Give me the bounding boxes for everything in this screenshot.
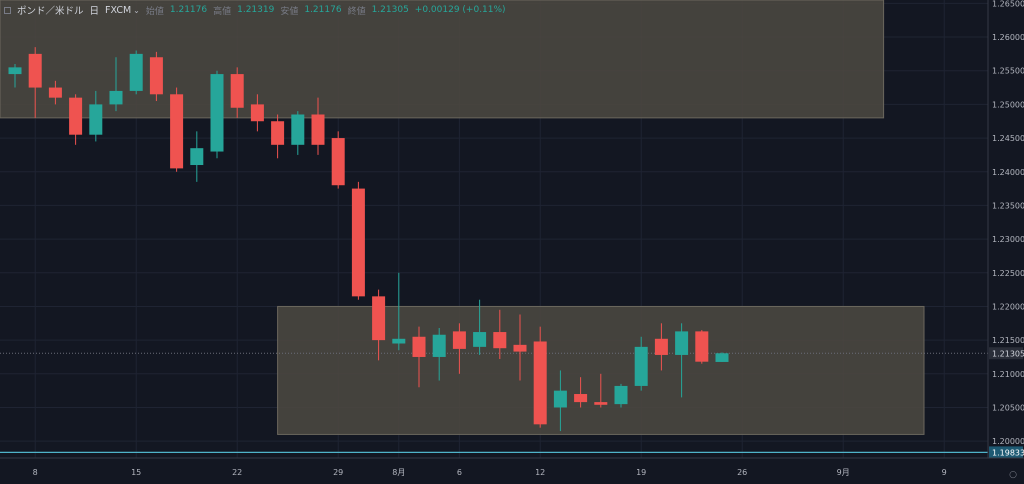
y-tick-label: 1.24000	[992, 168, 1024, 177]
candle-body	[513, 344, 527, 352]
x-tick-label: 26	[737, 468, 747, 477]
candle-body	[493, 332, 507, 349]
candle-body	[69, 97, 83, 135]
support-price-label: 1.19833	[992, 448, 1024, 457]
candle-body	[129, 53, 143, 91]
chevron-down-icon[interactable]: ⌄	[133, 5, 140, 15]
candle-body	[473, 332, 487, 347]
candle-body	[594, 402, 608, 405]
y-tick-label: 1.23500	[992, 201, 1024, 210]
y-axis[interactable]: 1.20000 1.20500 1.21000 1.21500 1.22000 1.225…	[987, 0, 1024, 484]
x-tick-label: 6	[457, 468, 462, 477]
x-tick-label: 22	[232, 468, 242, 477]
candle-body	[351, 188, 365, 297]
candle-body	[675, 331, 689, 355]
candle-body	[89, 104, 103, 135]
candle-body	[715, 353, 729, 362]
low-label: 安値	[280, 6, 299, 17]
candle-body	[412, 336, 426, 357]
candle-body	[614, 385, 628, 405]
candle-body	[109, 90, 123, 105]
price-lines	[0, 352, 988, 454]
x-axis[interactable]: 8 15 22 29 8月 6 12 19 26 9月 9	[0, 457, 1024, 477]
low-value: 1.21176	[304, 5, 342, 15]
y-axis-bg	[988, 0, 1024, 484]
zones	[0, 0, 925, 435]
source-label[interactable]: FXCM	[105, 4, 132, 16]
current-price-tag	[989, 347, 1023, 360]
y-tick-label: 1.20000	[992, 437, 1024, 446]
candle-body	[149, 57, 163, 95]
symbol-icon	[4, 6, 11, 14]
y-tick-label: 1.26000	[992, 33, 1024, 42]
candle-body	[574, 394, 588, 403]
y-tick-label: 1.21500	[992, 336, 1024, 345]
candle-body	[553, 390, 567, 408]
candle-body	[48, 87, 62, 98]
candle-body	[210, 74, 224, 152]
candle-body	[392, 338, 406, 344]
y-tick-label: 1.23000	[992, 235, 1024, 244]
chart-header: ポンド／米ドル 日 FXCM ⌄ 始値 1.21176 高値 1.21319 安…	[4, 2, 506, 18]
candle-body	[372, 296, 386, 341]
y-tick-label: 1.20500	[992, 403, 1024, 412]
candle-body	[28, 53, 42, 88]
x-tick-label: 15	[131, 468, 141, 477]
candle-body	[634, 346, 648, 386]
y-tick-label: 1.26500	[992, 0, 1024, 8]
y-tick-label: 1.22000	[992, 302, 1024, 311]
high-value: 1.21319	[237, 5, 275, 15]
zone-rect	[277, 305, 925, 435]
candle-body	[250, 104, 264, 122]
x-tick-label: 19	[636, 468, 646, 477]
candle-body	[654, 338, 668, 355]
candle-body	[695, 331, 709, 362]
symbol-name[interactable]: ポンド／米ドル	[17, 6, 84, 17]
x-tick-label: 9月	[837, 468, 850, 477]
candles	[8, 47, 729, 432]
y-tick-label: 1.24500	[992, 134, 1024, 143]
x-tick-label: 12	[535, 468, 545, 477]
y-tick-label: 1.25000	[992, 100, 1024, 109]
high-label: 高値	[213, 6, 232, 17]
y-tick-label: 1.21000	[992, 370, 1024, 379]
close-value: 1.21305	[371, 5, 409, 15]
candle-body	[452, 331, 466, 349]
candle-body	[271, 121, 285, 145]
zone-rect	[0, 0, 885, 119]
candle-body	[190, 148, 204, 166]
change-value: +0.00129 (+0.11%)	[414, 5, 506, 15]
candle-body	[291, 114, 305, 145]
y-tick-label: 1.25500	[992, 67, 1024, 76]
x-tick-label: 9	[942, 468, 947, 477]
candle-body	[331, 138, 345, 186]
x-tick-label: 8	[33, 468, 38, 477]
interval-label[interactable]: 日	[89, 6, 100, 17]
x-tick-label: 8月	[392, 468, 405, 477]
x-tick-label: 29	[333, 468, 343, 477]
settings-icon[interactable]: ○	[1009, 470, 1017, 480]
candle-body	[230, 74, 244, 108]
y-tick-label: 1.22500	[992, 269, 1024, 278]
current-price-label: 1.21305	[992, 349, 1024, 358]
candle-body	[170, 94, 184, 169]
candle-body	[311, 114, 325, 145]
candle-body	[432, 334, 446, 357]
open-value: 1.21176	[169, 5, 208, 15]
candle-body	[8, 67, 22, 75]
candle-body	[533, 341, 547, 425]
support-price-tag	[989, 446, 1023, 459]
open-label: 始値	[145, 6, 164, 17]
close-label: 終値	[347, 6, 366, 17]
